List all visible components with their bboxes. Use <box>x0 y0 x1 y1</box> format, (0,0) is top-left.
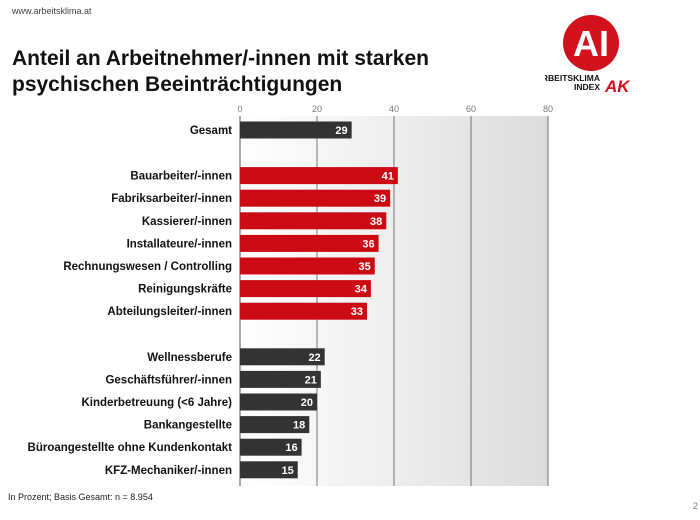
value-label: 29 <box>335 125 347 137</box>
logo-brand: AK <box>604 77 631 96</box>
logo-text-line-1: ARBEITSKLIMA <box>545 73 600 83</box>
value-label: 38 <box>370 216 382 228</box>
bar <box>240 438 302 456</box>
value-label: 35 <box>359 261 371 273</box>
category-labels: Gesamt Bauarbeiter/-innen Fabriksarbeiter/… <box>28 125 233 477</box>
logo-mark: AI <box>573 23 609 64</box>
value-label: 34 <box>355 284 368 296</box>
bar <box>240 370 321 388</box>
category-label: KFZ-Mechaniker/-innen <box>105 465 232 477</box>
bar <box>240 167 398 185</box>
tick-label: 80 <box>543 104 553 114</box>
bar <box>240 257 375 275</box>
category-label: Bankangestellte <box>144 420 232 432</box>
value-label: 20 <box>301 397 313 409</box>
bar <box>240 302 368 320</box>
value-label: 36 <box>362 238 374 250</box>
x-axis-ticks: 0 20 40 60 80 <box>237 104 553 114</box>
bar <box>240 189 391 207</box>
arbeitsklima-index-logo: AI ARBEITSKLIMA INDEX AK <box>545 15 631 96</box>
category-label: Fabriksarbeiter/-innen <box>111 193 232 205</box>
bar <box>240 212 387 230</box>
bar <box>240 280 371 298</box>
bar <box>240 234 379 252</box>
value-label: 22 <box>308 352 320 364</box>
category-label: Rechnungswesen / Controlling <box>63 261 232 273</box>
category-label: Wellnessberufe <box>147 352 232 364</box>
chart-title: Anteil an Arbeitnehmer/-innen mit starke… <box>12 46 532 98</box>
category-label: Installateure/-innen <box>127 238 232 250</box>
logo-circle <box>563 15 619 71</box>
value-label: 33 <box>351 306 363 318</box>
category-label: Reinigungskräfte <box>138 284 232 296</box>
tick-label: 60 <box>466 104 476 114</box>
tick-label: 0 <box>237 104 242 114</box>
chart-title-line-1: Anteil an Arbeitnehmer/-innen mit starke… <box>12 47 429 70</box>
bar <box>240 416 310 434</box>
bar <box>240 393 317 411</box>
category-label: Büroangestellte ohne Kundenkontakt <box>28 442 233 454</box>
page-number: 2 <box>693 501 699 511</box>
bars: 29 41 39 38 36 35 34 33 22 21 20 18 16 15 <box>240 121 398 479</box>
bar <box>240 348 325 366</box>
tick-label: 20 <box>312 104 322 114</box>
chart-title-line-2: psychischen Beeinträchtigungen <box>12 73 343 96</box>
category-label: Abteilungsleiter/-innen <box>107 306 232 318</box>
value-label: 39 <box>374 193 386 205</box>
category-label: Kassierer/-innen <box>142 216 232 228</box>
bar <box>240 461 298 479</box>
category-label: Bauarbeiter/-innen <box>130 171 232 183</box>
value-label: 41 <box>382 171 394 183</box>
logo-text-line-2: INDEX <box>574 82 600 92</box>
value-label: 18 <box>293 420 305 432</box>
category-label: Gesamt <box>190 125 232 137</box>
value-label: 16 <box>285 442 297 454</box>
tick-label: 40 <box>389 104 399 114</box>
footer-note: In Prozent; Basis Gesamt: n = 8.954 <box>8 492 153 502</box>
value-label: 21 <box>305 374 317 386</box>
value-label: 15 <box>282 465 294 477</box>
category-label: Kinderbetreuung (<6 Jahre) <box>82 397 233 409</box>
site-url: www.arbeitsklima.at <box>12 6 92 16</box>
bar <box>240 121 352 139</box>
category-label: Geschäftsführer/-innen <box>105 374 232 386</box>
